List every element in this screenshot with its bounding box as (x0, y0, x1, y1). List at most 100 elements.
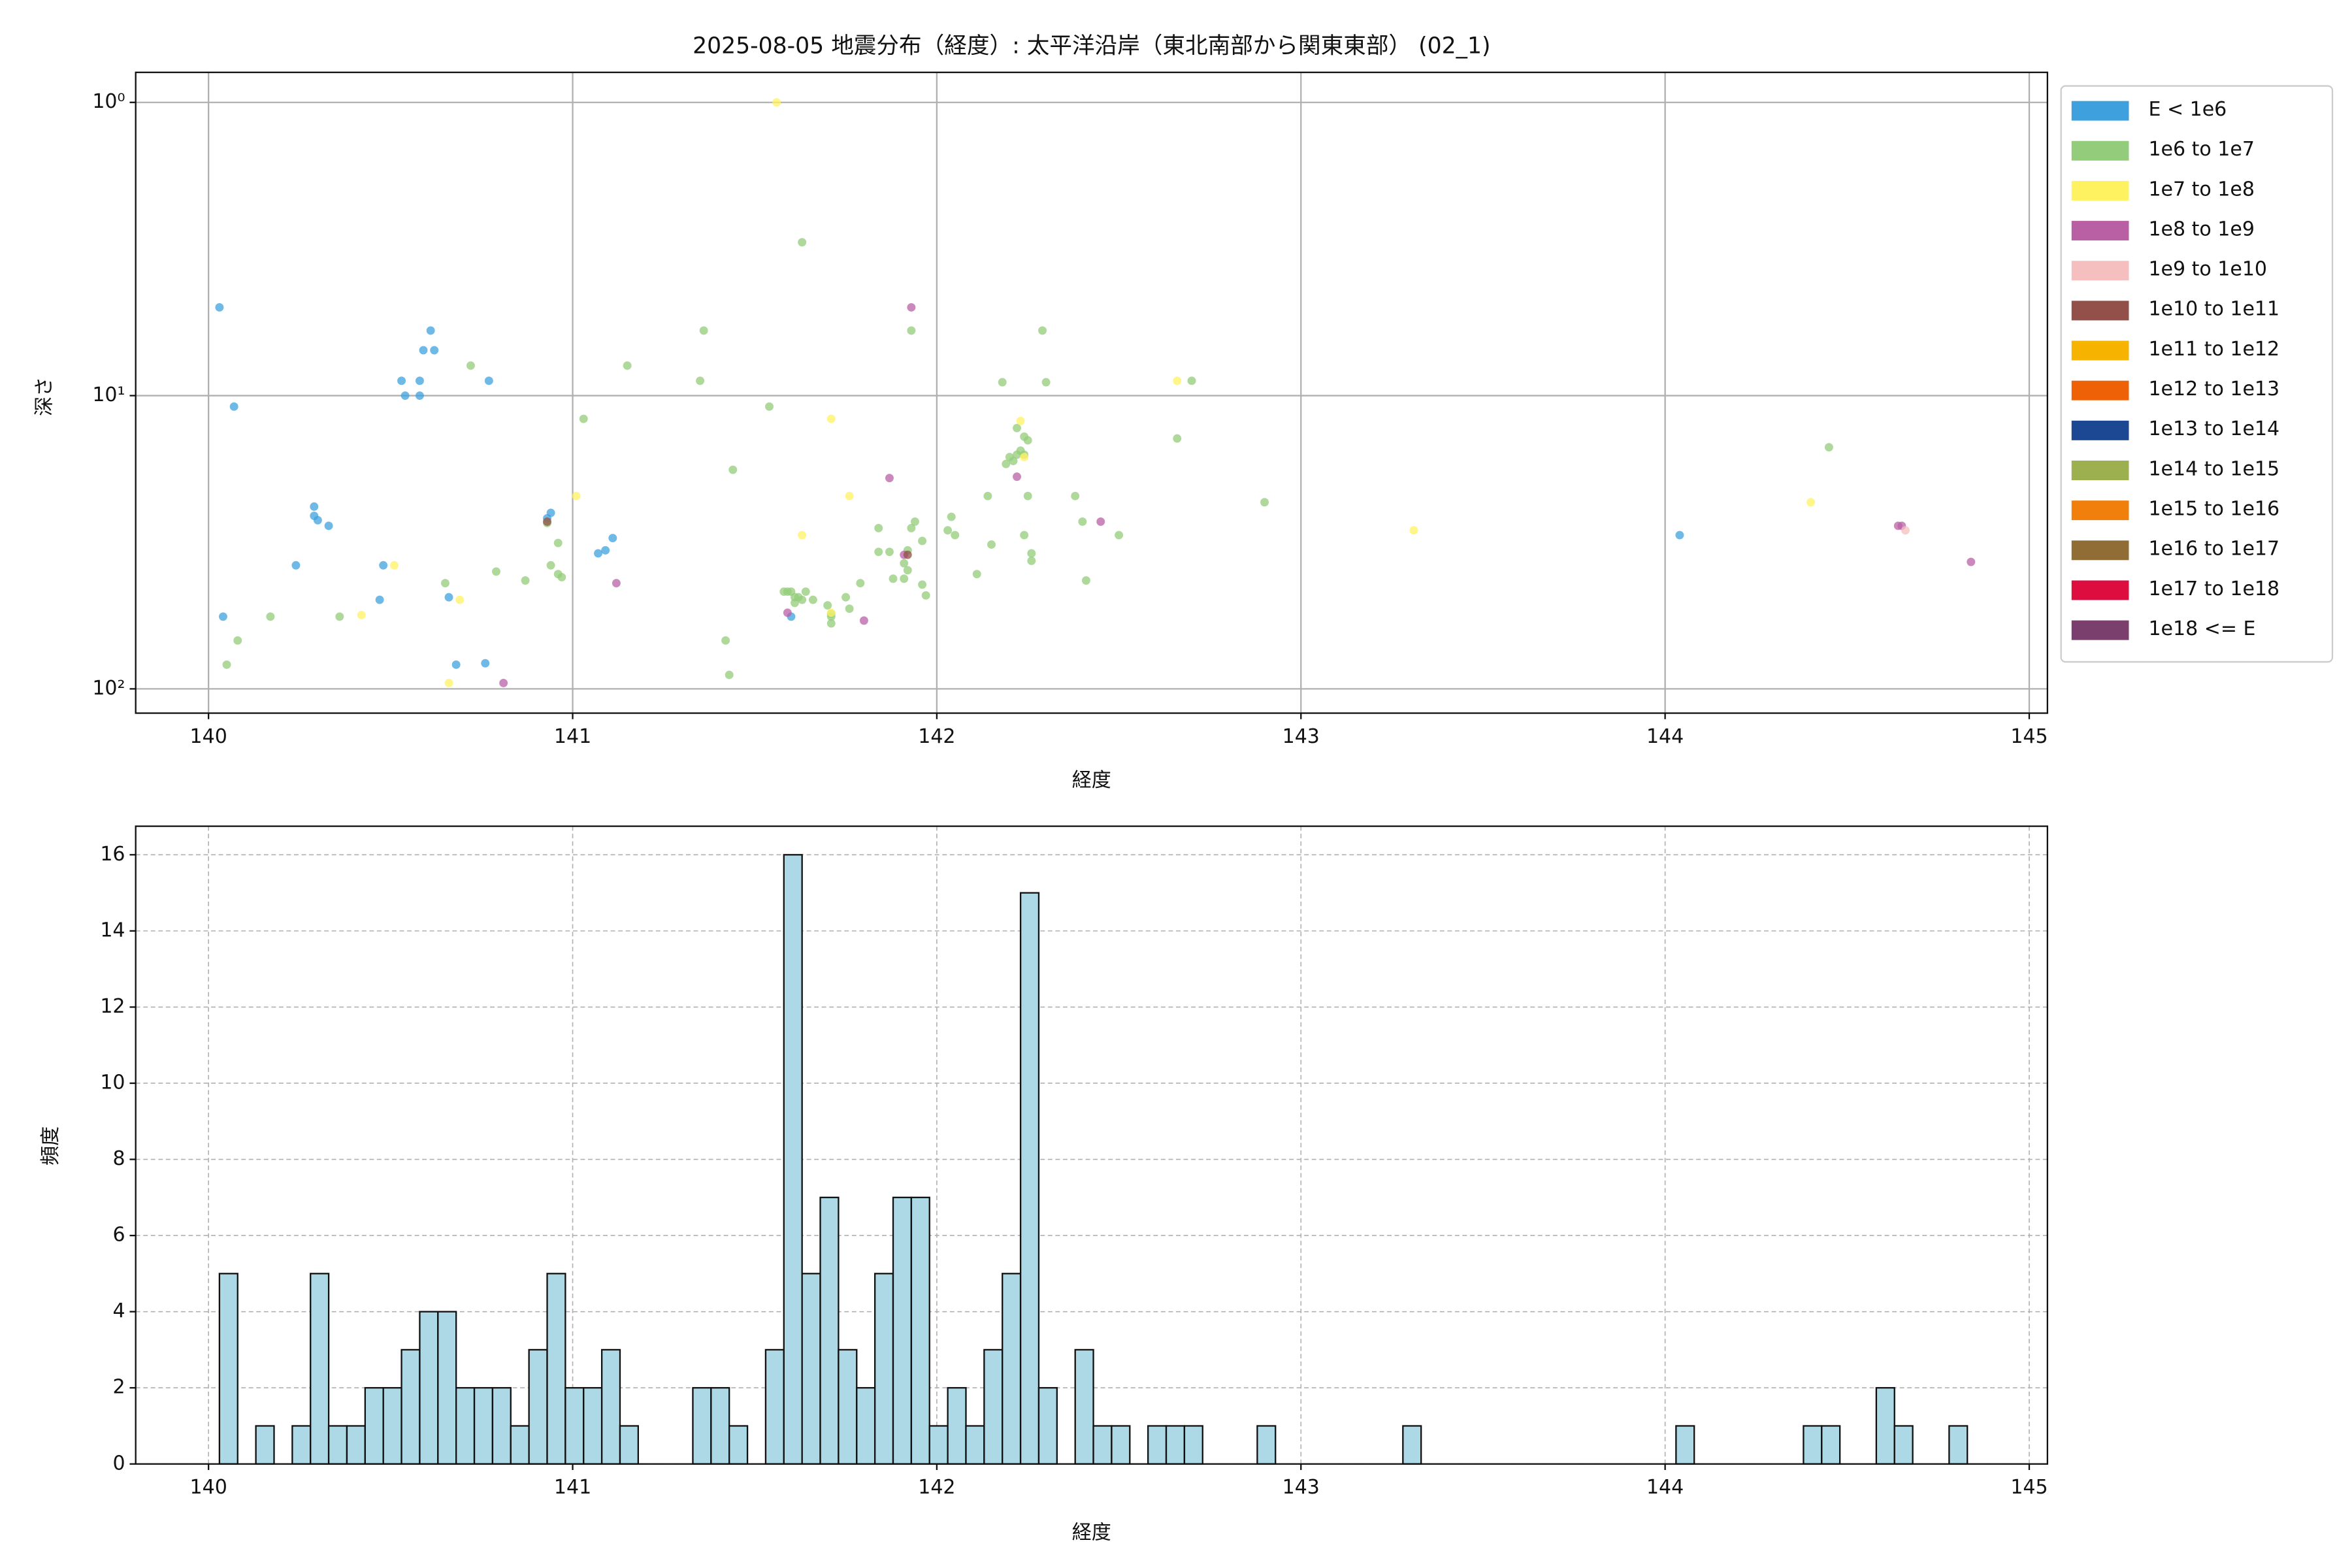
histogram-bar (892, 1196, 913, 1465)
scatter-point (1081, 576, 1090, 585)
histogram-bar (1019, 892, 1040, 1465)
scatter-point (521, 576, 530, 585)
scatter-point (1020, 453, 1029, 462)
y-axis-label: 頻度 (39, 1126, 62, 1166)
scatter-point (1096, 517, 1105, 526)
scatter-point (841, 593, 851, 602)
scatter-point (951, 531, 960, 540)
histogram-bar (1675, 1425, 1695, 1465)
scatter-point (375, 595, 384, 604)
x-tick-label: 141 (554, 1476, 591, 1499)
y-axis-label: 深さ (33, 377, 56, 416)
scatter-point (1824, 443, 1833, 452)
scatter-point (791, 598, 799, 608)
scatter-point (1187, 376, 1196, 385)
scatter-point (943, 526, 953, 535)
scatter-point (987, 540, 996, 549)
y-tick-label: 2 (112, 1376, 125, 1399)
scatter-point (972, 570, 981, 579)
scatter-point (389, 561, 399, 570)
histogram-bar (783, 854, 803, 1465)
legend-label: 1e8 to 1e9 (2148, 218, 2254, 240)
scatter-point (1041, 378, 1051, 387)
scatter-point (466, 361, 475, 370)
legend-swatch (2071, 500, 2129, 521)
scatter-point (696, 376, 705, 385)
histogram-bar (382, 1387, 402, 1465)
scatter-point (481, 659, 490, 668)
scatter-point (484, 376, 493, 385)
y-tick-label: 10¹ (92, 384, 125, 406)
scatter-point (426, 326, 435, 335)
y-tick-label: 8 (112, 1147, 125, 1170)
legend-swatch (2071, 380, 2129, 400)
scatter-point (801, 587, 810, 596)
scatter-point (889, 574, 898, 583)
histogram-bar (346, 1425, 366, 1465)
histogram-bar (1821, 1425, 1841, 1465)
x-tick-label: 140 (190, 725, 227, 748)
histogram-bar (455, 1387, 476, 1465)
histogram-bar (965, 1425, 985, 1465)
scatter-point (233, 636, 242, 645)
scatter-point (1016, 416, 1025, 425)
scatter-point (357, 610, 366, 619)
y-tick-label: 4 (112, 1299, 125, 1322)
histogram-bar (1092, 1425, 1113, 1465)
scatter-point (415, 391, 424, 400)
legend-swatch (2071, 101, 2129, 121)
scatter-point (1027, 556, 1036, 565)
x-tick-label: 140 (190, 1476, 227, 1499)
histogram-bar (1183, 1425, 1203, 1465)
legend-swatch (2071, 540, 2129, 561)
scatter-point (1023, 491, 1032, 500)
histogram-bar (327, 1425, 348, 1465)
histogram-bar (310, 1273, 330, 1465)
x-axis-label: 経度 (1072, 1521, 1111, 1544)
histogram-bar (838, 1348, 858, 1465)
histogram-bar (928, 1425, 949, 1465)
x-tick-label: 142 (918, 725, 955, 748)
scatter-point (553, 538, 563, 547)
histogram-bar (1402, 1425, 1422, 1465)
histogram-bar (1147, 1425, 1168, 1465)
histogram-bar (910, 1196, 930, 1465)
histogram-bar (546, 1273, 566, 1465)
scatter-point (983, 491, 992, 500)
histogram-bar (801, 1273, 821, 1465)
scatter-point (400, 391, 410, 400)
histogram-bar (728, 1425, 749, 1465)
histogram-bar (1111, 1425, 1131, 1465)
scatter-point (765, 402, 774, 411)
scatter-point (900, 559, 909, 568)
x-tick-label: 144 (1646, 1476, 1684, 1499)
scatter-point (885, 474, 894, 483)
scatter-point (885, 547, 894, 557)
scatter-point (419, 346, 428, 355)
scatter-point (222, 660, 231, 669)
scatter-point (1027, 549, 1036, 558)
plot-frame (135, 71, 2048, 714)
histogram-bar (218, 1273, 238, 1465)
histogram-bar (291, 1425, 312, 1465)
scatter-point (721, 636, 730, 645)
scatter-point (451, 660, 461, 669)
scatter-point (798, 531, 807, 540)
legend-swatch (2071, 221, 2129, 241)
histogram-bar (1165, 1425, 1186, 1465)
legend-label: 1e15 to 1e16 (2148, 498, 2279, 521)
scatter-point (918, 536, 927, 546)
scatter-point (601, 546, 610, 555)
legend-label: 1e11 to 1e12 (2148, 338, 2279, 361)
legend-swatch (2071, 420, 2129, 440)
scatter-point (415, 376, 424, 385)
scatter-point (783, 608, 792, 617)
scatter-point (229, 402, 238, 411)
scatter-point (845, 491, 854, 500)
y-tick-label: 6 (112, 1224, 125, 1247)
scatter-point (1071, 491, 1080, 500)
legend-label: 1e13 to 1e14 (2148, 417, 2279, 440)
histogram-bar (400, 1348, 421, 1465)
